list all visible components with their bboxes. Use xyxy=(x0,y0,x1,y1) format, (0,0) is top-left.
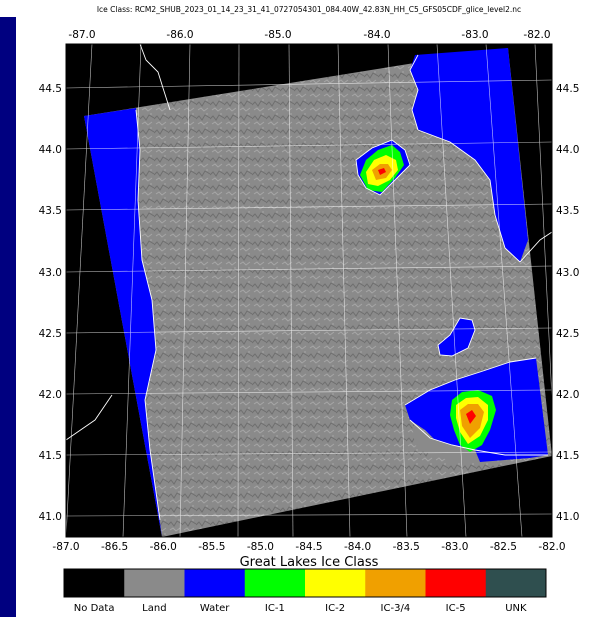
top-lon-label: -83.0 xyxy=(461,29,488,41)
legend-label: IC-3/4 xyxy=(381,603,411,614)
ice-lake-erie xyxy=(450,390,496,452)
water-lake-michigan xyxy=(84,108,162,537)
left-lat-label: 42.0 xyxy=(39,389,62,401)
left-lat-label: 44.0 xyxy=(39,144,62,156)
bottom-lon-label: -83.0 xyxy=(441,541,468,553)
right-lat-labels: 44.5 44.0 43.5 43.0 42.5 42.0 41.5 41.0 xyxy=(556,83,579,523)
legend-swatch xyxy=(365,569,426,597)
map-title: Ice Class: RCM2_SHUB_2023_01_14_23_31_41… xyxy=(97,5,521,14)
right-lat-label: 44.5 xyxy=(556,83,579,95)
left-lat-label: 41.0 xyxy=(39,511,62,523)
legend-label: Land xyxy=(142,603,166,614)
left-lat-label: 44.5 xyxy=(39,83,62,95)
bottom-lon-label: -87.0 xyxy=(52,541,79,553)
right-lat-label: 41.0 xyxy=(556,511,579,523)
legend-border xyxy=(63,568,547,598)
legend-swatch xyxy=(425,569,487,597)
right-lat-label: 44.0 xyxy=(556,144,579,156)
legend-swatch xyxy=(305,569,366,597)
legend-swatch xyxy=(244,569,306,597)
bottom-lon-label: -83.5 xyxy=(393,541,420,553)
right-lat-label: 42.5 xyxy=(556,328,579,340)
left-lat-label: 42.5 xyxy=(39,328,62,340)
legend-swatch xyxy=(64,569,125,597)
top-lon-label: -82.0 xyxy=(523,29,550,41)
bottom-lon-label: -82.0 xyxy=(538,541,565,553)
bottom-lon-label: -86.5 xyxy=(101,541,128,553)
left-lat-label: 41.5 xyxy=(39,450,62,462)
water-lake-huron xyxy=(410,48,528,262)
legend-colorbar xyxy=(64,569,547,597)
top-lon-label: -86.0 xyxy=(166,29,193,41)
top-lon-label: -85.0 xyxy=(264,29,291,41)
title-strip xyxy=(0,0,604,17)
legend-label: IC-5 xyxy=(446,603,466,614)
left-lat-label: 43.5 xyxy=(39,205,62,217)
map-border xyxy=(65,43,553,538)
right-lat-label: 43.5 xyxy=(556,205,579,217)
legend-label: Water xyxy=(200,603,230,614)
graticule xyxy=(65,43,553,538)
bottom-lon-labels: -87.0 -86.5 -86.0 -85.5 -85.0 -84.5 -84.0 -83.5… xyxy=(52,541,565,553)
bottom-lon-label: -82.5 xyxy=(490,541,517,553)
bottom-lon-label: -85.0 xyxy=(247,541,274,553)
right-lat-label: 43.0 xyxy=(556,267,579,279)
legend-labels: No Data Land Water IC-1 IC-2 IC-3/4 IC-5 UNK xyxy=(74,603,527,614)
right-lat-label: 41.5 xyxy=(556,450,579,462)
ice-saginaw-bay xyxy=(360,145,404,192)
top-lon-label: -84.0 xyxy=(363,29,390,41)
legend-title: Great Lakes Ice Class xyxy=(240,555,379,570)
bottom-lon-label: -86.0 xyxy=(150,541,177,553)
right-lat-label: 42.0 xyxy=(556,389,579,401)
bottom-lon-label: -84.0 xyxy=(344,541,371,553)
bottom-lon-label: -85.5 xyxy=(198,541,225,553)
top-lon-label: -87.0 xyxy=(68,29,95,41)
bottom-lon-label: -84.5 xyxy=(295,541,322,553)
legend-label: IC-2 xyxy=(325,603,345,614)
legend-label: No Data xyxy=(74,603,115,614)
left-lat-labels: 44.5 44.0 43.5 43.0 42.5 42.0 41.5 41.0 xyxy=(39,83,62,523)
legend-swatch xyxy=(184,569,246,597)
legend-swatch xyxy=(485,569,547,597)
top-lon-labels: -87.0 -86.0 -85.0 -84.0 -83.0 -82.0 xyxy=(68,29,550,41)
left-lat-label: 43.0 xyxy=(39,267,62,279)
water-lake-st-clair xyxy=(438,318,475,356)
coastlines xyxy=(65,43,553,521)
legend-label: UNK xyxy=(505,603,527,614)
legend-label: IC-1 xyxy=(265,603,285,614)
legend-swatch xyxy=(124,569,185,597)
